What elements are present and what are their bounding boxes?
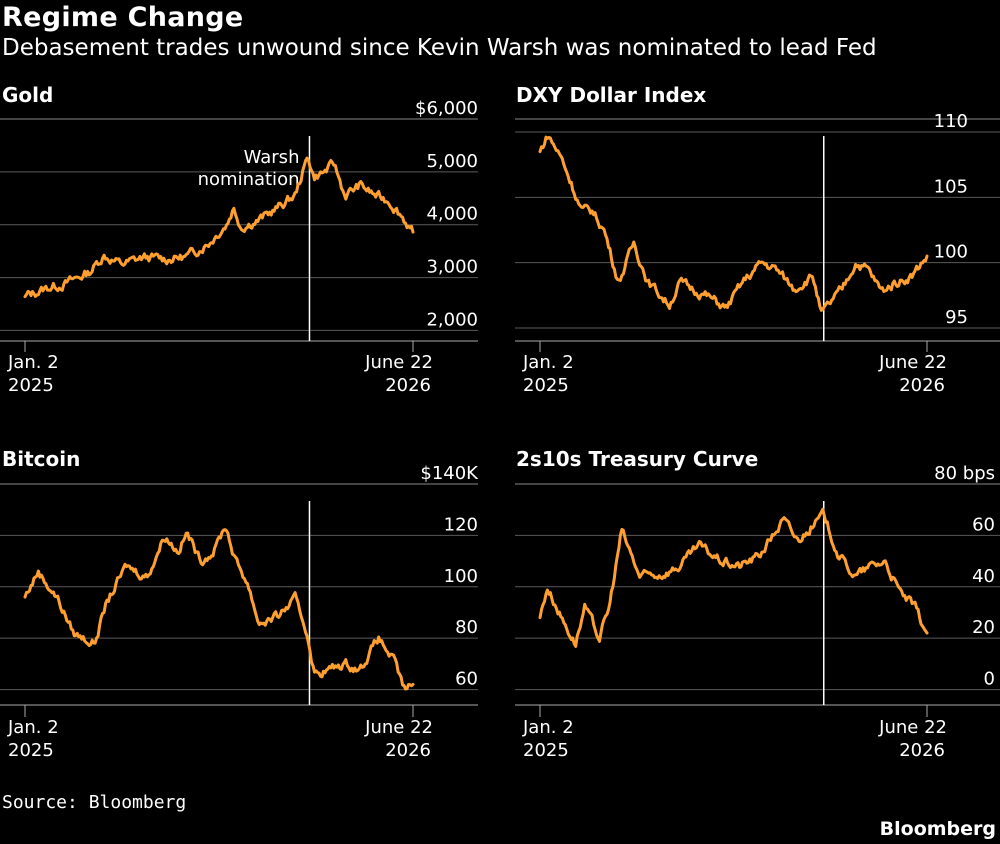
treasury-ytick-label: 60 <box>972 514 995 535</box>
treasury-panel-title: 2s10s Treasury Curve <box>516 447 759 471</box>
treasury-xtick-end-label: 2026 <box>899 740 945 761</box>
treasury-ytick-label: 40 <box>972 566 995 587</box>
bitcoin-series-line <box>23 528 415 691</box>
dxy-xtick-end-label: June 22 <box>878 352 947 373</box>
dxy-ytick-label: 105 <box>934 176 968 197</box>
dxy-ytick-label: 100 <box>934 242 968 263</box>
bitcoin-xtick-end-label: 2026 <box>385 740 431 761</box>
gold-marker-label: Warsh <box>244 147 300 168</box>
treasury-ytick-label: 20 <box>972 617 995 638</box>
bloomberg-logo: Bloomberg <box>879 818 996 840</box>
gold-marker-label: nomination <box>198 169 300 190</box>
dxy-ytick-label: 110 <box>934 111 968 132</box>
gold-ytick-label: 4,000 <box>426 204 478 225</box>
gold-series-line <box>23 156 415 299</box>
bitcoin-ytick-label: 120 <box>444 514 478 535</box>
gold-ytick-label: 3,000 <box>426 257 478 278</box>
gold-xtick-end-label: 2026 <box>385 375 431 396</box>
treasury-ytick-label: 80 bps <box>934 463 995 484</box>
page-title: Regime Change <box>2 2 244 33</box>
bitcoin-ytick-label: $140K <box>420 463 479 484</box>
bitcoin-xtick-start-label: 2025 <box>8 740 54 761</box>
treasury-ytick-label: 0 <box>984 669 995 690</box>
gold-ytick-label: $6,000 <box>415 98 478 119</box>
dxy-series-line <box>538 135 929 312</box>
gold-ytick-label: 2,000 <box>426 309 478 330</box>
gold-xtick-end-label: June 22 <box>364 352 433 373</box>
dxy-xtick-start-label: 2025 <box>523 375 569 396</box>
bitcoin-ytick-label: 60 <box>455 669 478 690</box>
bitcoin-panel-title: Bitcoin <box>2 447 81 471</box>
dxy-xtick-start-label: Jan. 2 <box>522 352 574 373</box>
bitcoin-ytick-label: 100 <box>444 566 478 587</box>
dxy-xtick-end-label: 2026 <box>899 375 945 396</box>
page-subtitle: Debasement trades unwound since Kevin Wa… <box>2 35 877 61</box>
gold-panel-title: Gold <box>2 83 54 107</box>
gold-ytick-label: 5,000 <box>426 151 478 172</box>
treasury-series-line <box>538 507 929 648</box>
gold-xtick-start-label: Jan. 2 <box>7 352 59 373</box>
dxy-ytick-label: 95 <box>945 307 968 328</box>
gold-xtick-start-label: 2025 <box>8 375 54 396</box>
treasury-xtick-end-label: June 22 <box>878 717 947 738</box>
bitcoin-xtick-start-label: Jan. 2 <box>7 717 59 738</box>
treasury-xtick-start-label: 2025 <box>523 740 569 761</box>
source-note: Source: Bloomberg <box>2 792 187 813</box>
bitcoin-ytick-label: 80 <box>455 617 478 638</box>
dxy-panel-title: DXY Dollar Index <box>516 83 707 107</box>
treasury-xtick-start-label: Jan. 2 <box>522 717 574 738</box>
bitcoin-xtick-end-label: June 22 <box>364 717 433 738</box>
